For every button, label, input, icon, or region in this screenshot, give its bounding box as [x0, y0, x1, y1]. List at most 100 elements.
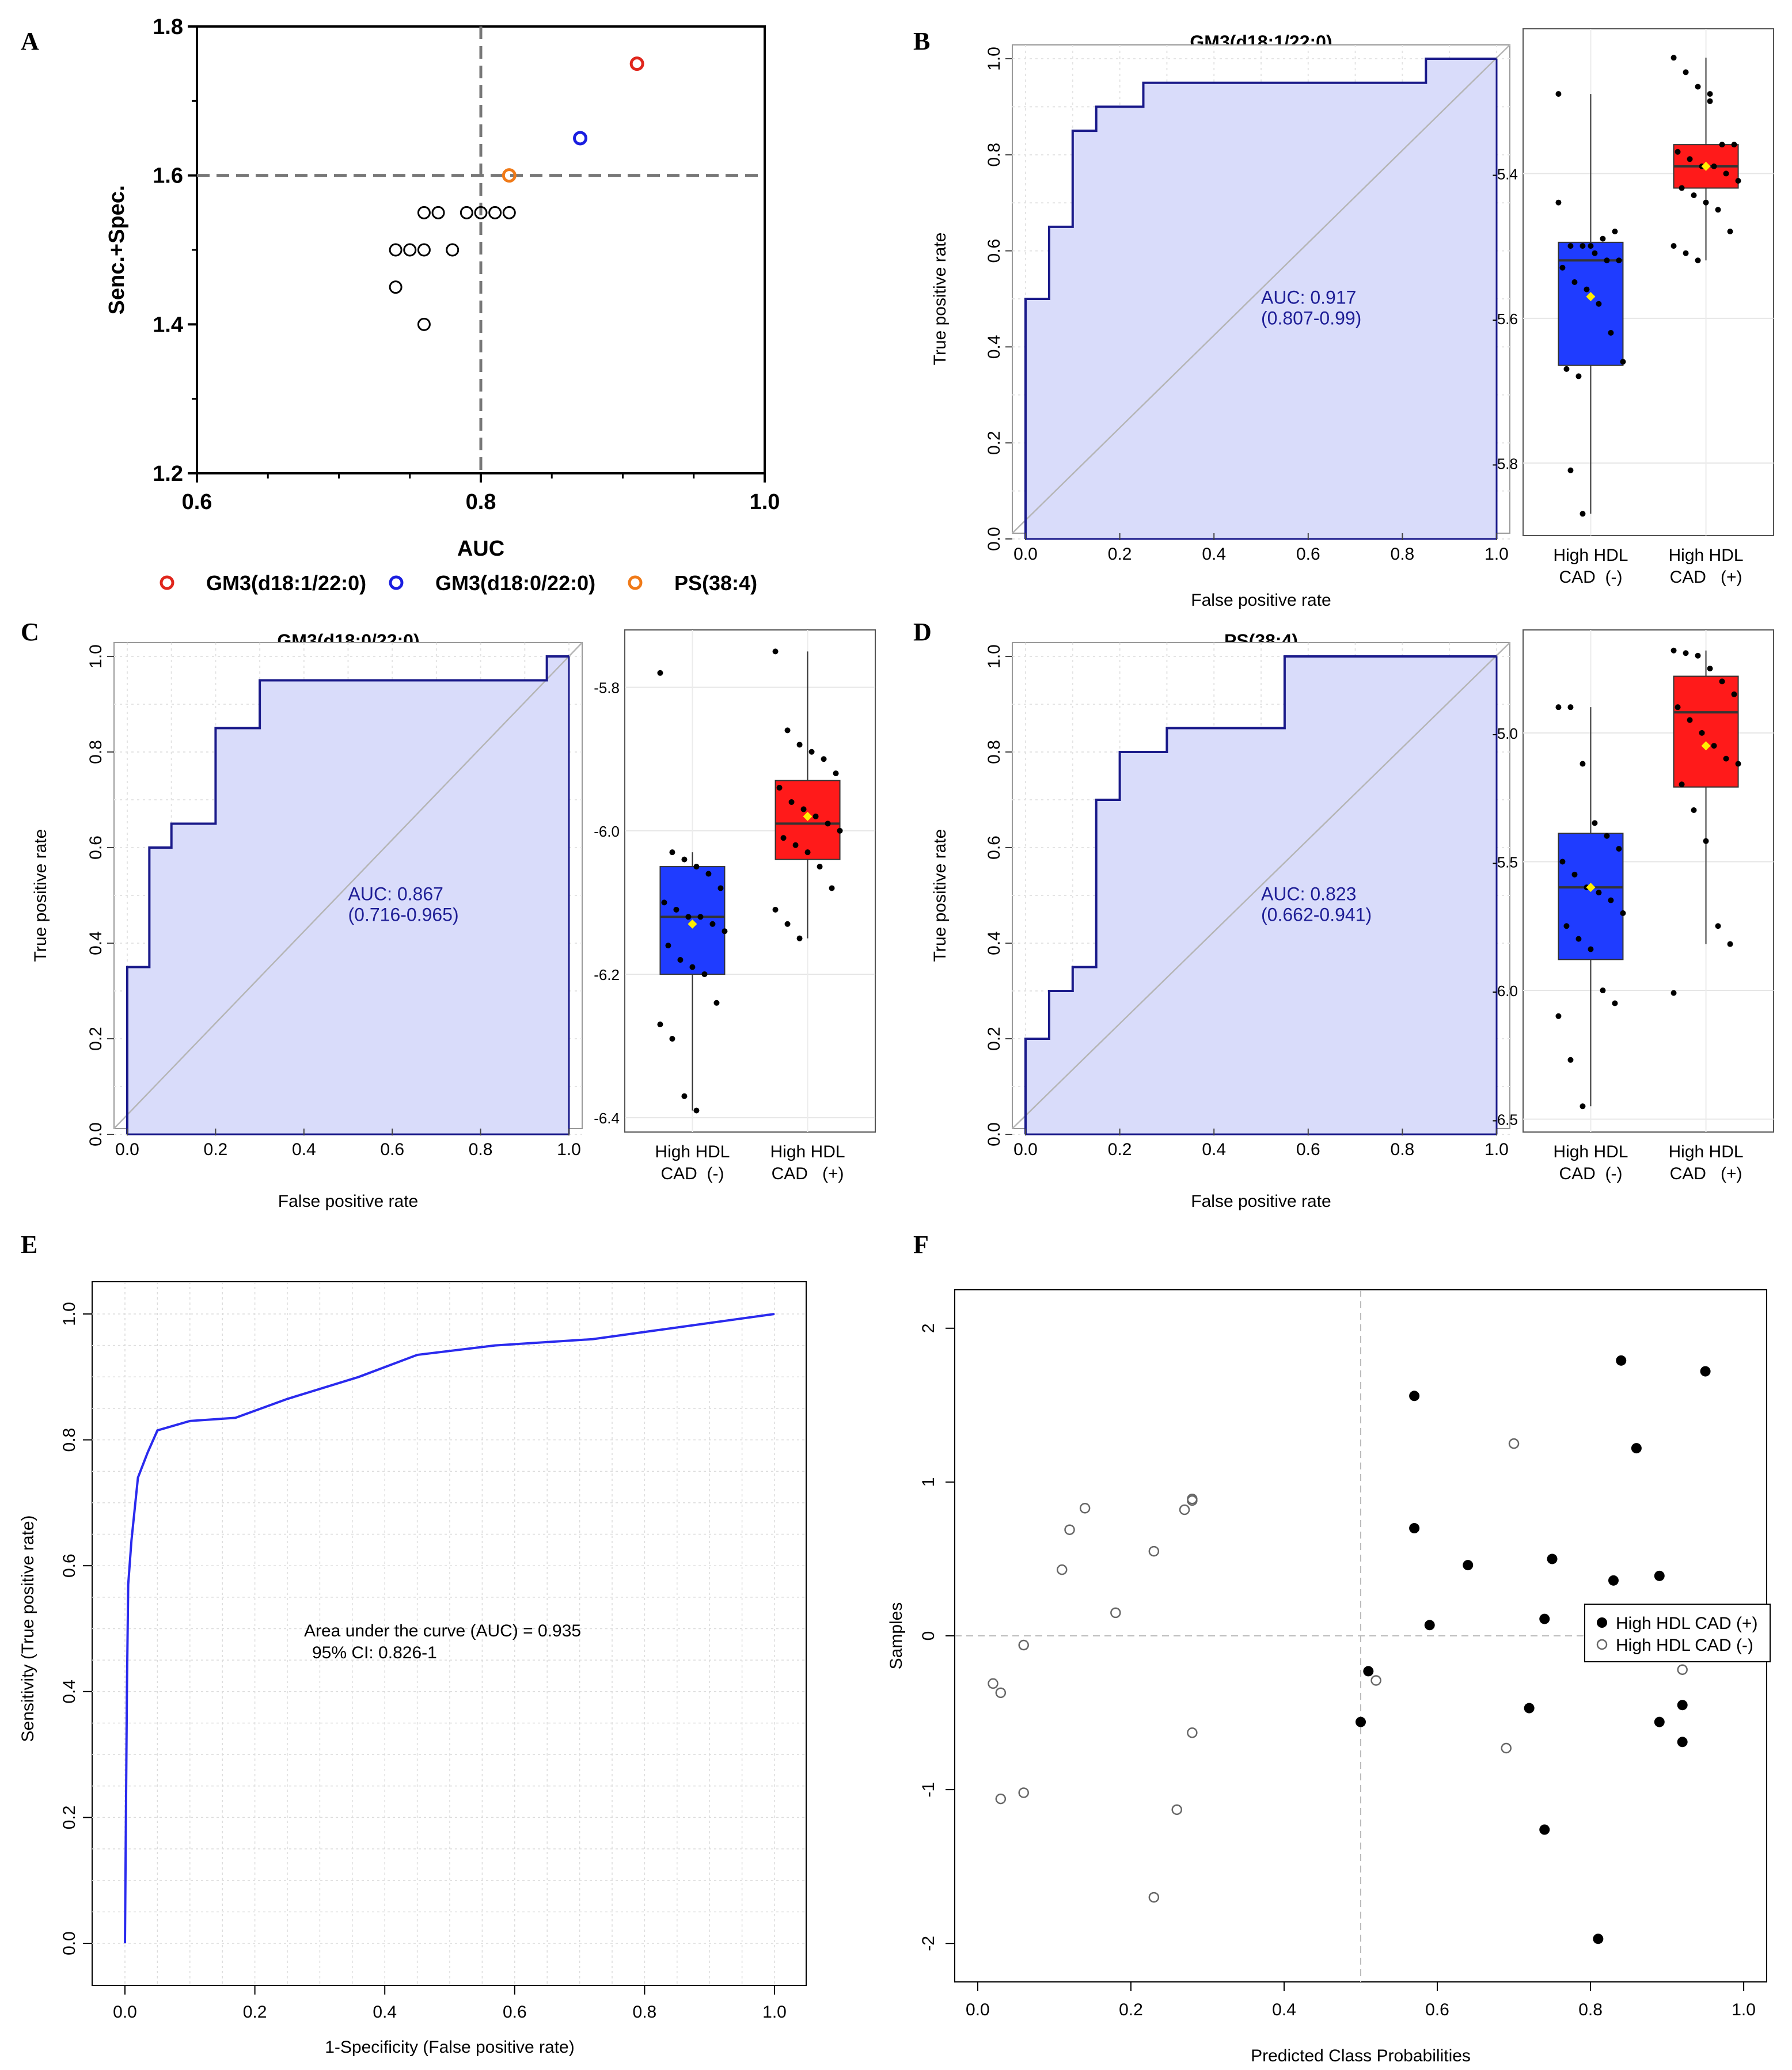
- panel-f-xtick-label: 0.4: [1272, 2000, 1296, 2019]
- box-body: [1558, 833, 1624, 960]
- panel-a-point: [474, 206, 488, 219]
- panel-a-legend-marker: [389, 575, 404, 590]
- roc-ci-text: (0.807-0.99): [1261, 307, 1361, 328]
- box-point: [1580, 511, 1586, 517]
- panel-f-point-negative: [1110, 1607, 1121, 1619]
- box-point: [697, 914, 704, 920]
- roc-ytick-label: 1.0: [985, 47, 1004, 71]
- roc-ytick-label: 0.0: [985, 1122, 1004, 1146]
- panel-e-ytick-label: 1.0: [60, 1302, 79, 1326]
- box-point: [1695, 257, 1701, 264]
- box-point: [713, 1000, 720, 1006]
- box-point: [1575, 373, 1582, 379]
- roc-diagonal: [113, 642, 583, 1129]
- box-point: [1575, 936, 1582, 942]
- roc-auc-text: AUC: 0.917: [1261, 287, 1356, 307]
- box-point: [669, 1036, 675, 1042]
- panel-f-point-positive: [1654, 1570, 1665, 1581]
- box-point: [1670, 243, 1677, 249]
- box-point: [784, 921, 791, 927]
- panel-e-xtick-label: 0.6: [503, 2003, 527, 2022]
- box-point: [681, 1093, 688, 1099]
- panel-f-legend-marker-negative: [1596, 1639, 1608, 1650]
- panel-f-point-positive: [1700, 1366, 1711, 1377]
- roc-xtick-label: 0.4: [1202, 1140, 1226, 1159]
- box-mean-marker: [688, 919, 697, 929]
- panel-e-frame: [92, 1281, 807, 1986]
- box-point: [821, 756, 827, 762]
- roc-xtick-label: 0.6: [380, 1140, 404, 1159]
- roc-ytick-label: 0.6: [985, 239, 1004, 263]
- box-point: [784, 727, 791, 734]
- box-point: [817, 864, 823, 870]
- panel-a-legend-label: GM3(d18:1/22:0): [206, 571, 366, 595]
- box-ytick-label: -6.5: [1492, 1111, 1518, 1129]
- box-point: [689, 964, 696, 970]
- roc-auc-text: AUC: 0.867: [348, 883, 443, 904]
- box-point: [705, 871, 712, 877]
- box-mean-marker: [1586, 883, 1596, 892]
- panel-a-legend-label: GM3(d18:0/22:0): [435, 571, 595, 595]
- panel-f-point-negative: [995, 1793, 1007, 1805]
- panel-f-point-negative: [988, 1678, 998, 1689]
- roc-xlabel: False positive rate: [1191, 591, 1331, 610]
- panel-f-legend-label-negative: High HDL CAD (-): [1616, 1636, 1753, 1655]
- box-ytick-label: -5.0: [1492, 725, 1518, 742]
- roc-ci-text: (0.716-0.965): [348, 904, 459, 925]
- roc-ytick-label: 0.4: [86, 931, 105, 955]
- panel-a-point: [389, 243, 403, 257]
- box-point: [1679, 185, 1685, 191]
- box-point: [800, 806, 807, 812]
- panel-f-point-positive: [1616, 1355, 1627, 1366]
- box-point: [825, 821, 831, 827]
- box-point: [1616, 257, 1622, 264]
- panel-f-point-negative: [1179, 1504, 1190, 1516]
- panel-a-point: [417, 243, 431, 257]
- box-point: [1711, 743, 1717, 749]
- roc-ytick-label: 0.2: [86, 1027, 105, 1051]
- box-point: [1600, 236, 1606, 242]
- panel-a-xlabel: AUC: [457, 537, 504, 561]
- box-point: [772, 906, 779, 913]
- box-ytick-label: -6.0: [1492, 982, 1518, 1000]
- box-point: [804, 849, 811, 856]
- box-point: [1608, 330, 1614, 336]
- panel-f-legend-marker-positive: [1597, 1617, 1607, 1628]
- box-point: [1670, 647, 1677, 654]
- box-point: [1691, 192, 1697, 199]
- panel-a-xtick-label: 1.0: [750, 490, 780, 514]
- panel-f-xlabel: Predicted Class Probabilities: [1251, 2046, 1471, 2065]
- panel-letter-e: E: [21, 1230, 37, 1259]
- box-point: [1683, 250, 1689, 256]
- roc-ylabel: True positive rate: [931, 829, 950, 962]
- box-category-line2: CAD (+): [1670, 568, 1742, 587]
- box-point: [665, 943, 671, 949]
- panel-f-legend-label-positive: High HDL CAD (+): [1616, 1614, 1757, 1633]
- roc-ytick-label: 0.6: [86, 835, 105, 860]
- panel-e-xtick-label: 0.0: [113, 2003, 137, 2022]
- panel-f-point-negative: [1079, 1503, 1091, 1514]
- roc-xlabel: False positive rate: [1191, 1192, 1331, 1211]
- box-point: [1719, 142, 1725, 148]
- panel-f-point-positive: [1539, 1824, 1550, 1835]
- panel-e-roc-curve: [124, 1313, 775, 1944]
- box-mean-marker: [1701, 161, 1711, 171]
- box-point: [693, 1107, 700, 1114]
- panel-f-point-negative: [1148, 1545, 1160, 1557]
- panel-e-xtick-label: 1.0: [762, 2003, 787, 2022]
- roc-ylabel: True positive rate: [931, 233, 950, 366]
- panel-e-xtick-label: 0.4: [373, 2003, 397, 2022]
- box-point: [833, 770, 839, 777]
- panel-f-point-negative: [1501, 1742, 1512, 1754]
- box-panel-d: -5.0 -5.5 -6.0 -6.5 High HDL CAD (-) High HDL C…: [1492, 629, 1774, 1183]
- roc-xtick-label: 0.2: [1108, 545, 1132, 564]
- roc-area: [1026, 59, 1497, 539]
- box-point: [1731, 142, 1737, 148]
- panel-f-xtick-label: 1.0: [1732, 2000, 1756, 2019]
- roc-curve: [1024, 655, 1497, 1134]
- panel-f-point-positive: [1363, 1666, 1374, 1677]
- box-ytick-label: -5.8: [1492, 455, 1518, 472]
- box-point: [1555, 1013, 1562, 1019]
- box-point: [1735, 761, 1741, 767]
